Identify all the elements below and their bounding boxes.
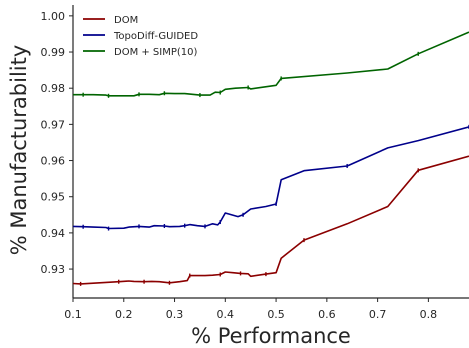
y-tick-label: 0.97	[41, 118, 66, 131]
x-tick-label: 0.4	[217, 308, 235, 321]
y-tick-label: 0.99	[41, 46, 66, 59]
x-tick-label: 0.7	[369, 308, 387, 321]
y-tick-label: 0.95	[41, 191, 66, 204]
legend-label-dom: DOM	[114, 15, 138, 26]
y-axis-label: % Manufacturability	[7, 45, 31, 256]
series-layer	[72, 31, 469, 286]
series-line-dom	[72, 155, 469, 285]
y-tick-label: 1.00	[41, 10, 66, 23]
x-tick-label: 0.5	[267, 308, 285, 321]
x-tick-label: 0.3	[166, 308, 184, 321]
y-axis-ticks: 0.93 0.94 0.95 0.96 0.97 0.98 0.99 1.00	[41, 10, 73, 276]
y-tick-label: 0.93	[41, 263, 66, 276]
x-tick-label: 0.6	[318, 308, 336, 321]
legend: DOM TopoDiff-GUIDED DOM + SIMP(10)	[83, 15, 198, 58]
y-tick-label: 0.98	[41, 82, 66, 95]
series-line-topodiff-guided	[72, 126, 469, 230]
x-tick-label: 0.2	[115, 308, 133, 321]
axes	[72, 5, 469, 299]
x-tick-label: 0.1	[64, 308, 82, 321]
x-axis-label: % Performance	[191, 324, 351, 348]
x-axis-ticks: 0.1 0.2 0.3 0.4 0.5 0.6 0.7 0.8	[64, 298, 437, 321]
x-tick-label: 0.8	[420, 308, 438, 321]
legend-label-dom-simp-10: DOM + SIMP(10)	[114, 47, 198, 58]
y-tick-label: 0.96	[41, 155, 66, 168]
y-tick-label: 0.94	[41, 227, 66, 240]
legend-label-topodiff-guided: TopoDiff-GUIDED	[113, 31, 198, 42]
